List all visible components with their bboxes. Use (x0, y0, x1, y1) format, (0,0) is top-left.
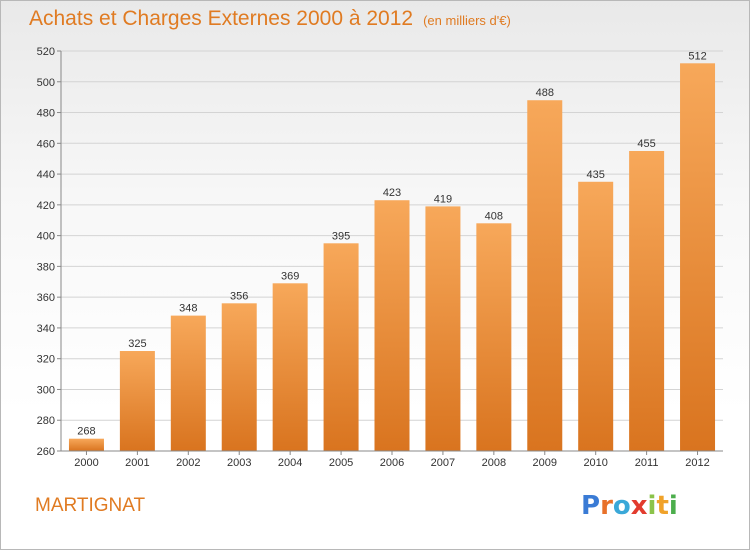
logo-letter: i (668, 491, 678, 521)
x-tick-label: 2004 (278, 457, 302, 469)
data-label: 325 (128, 338, 146, 350)
y-axis: 260 280 300 320 340 360 380 400 420 440 460 480 500 5… (37, 46, 62, 458)
x-tick-label: 2003 (227, 457, 251, 469)
x-tick-label: 2010 (583, 457, 607, 469)
data-label: 512 (688, 50, 706, 62)
logo-letter: i (647, 491, 657, 521)
data-label: 356 (230, 290, 248, 302)
x-tick-label: 2011 (635, 457, 659, 469)
data-label: 435 (587, 169, 605, 181)
y-tick-label: 480 (37, 108, 55, 120)
logo-letter: P (581, 491, 601, 521)
chart-title: Achats et Charges Externes 2000 à 2012 (e… (29, 7, 511, 31)
bar (527, 100, 563, 451)
bar (119, 351, 155, 451)
y-tick-label: 380 (37, 261, 55, 273)
x-tick-label: 2009 (533, 457, 557, 469)
x-axis: 2000 2001 2002 2003 2004 2005 2006 2007 2008 2009… (61, 450, 723, 469)
logo-letter: r (600, 491, 613, 521)
data-label: 488 (536, 87, 554, 99)
bar (425, 206, 461, 451)
bar (476, 223, 512, 451)
y-tick-label: 300 (37, 384, 55, 396)
x-tick-label: 2007 (431, 457, 455, 469)
x-tick-label: 2002 (176, 457, 200, 469)
data-label: 408 (485, 210, 503, 222)
y-tick-label: 340 (37, 323, 55, 335)
x-tick-label: 2006 (380, 457, 404, 469)
bar (680, 63, 716, 452)
y-tick-label: 360 (37, 292, 55, 304)
logo-letter: t (656, 491, 669, 521)
y-tick-label: 260 (37, 446, 55, 458)
place-name: MARTIGNAT (35, 495, 146, 516)
bar (221, 303, 257, 451)
x-tick-label: 2008 (482, 457, 506, 469)
data-label: 423 (383, 187, 401, 199)
bar (578, 181, 614, 451)
bars: 268 325 348 356 369 395 423 419 408 488 435 455 512 (68, 50, 716, 452)
bar (272, 283, 308, 451)
data-label: 268 (77, 426, 95, 438)
data-label: 348 (179, 303, 197, 315)
bar (323, 243, 359, 451)
bar (629, 151, 665, 451)
bar (170, 315, 206, 451)
x-tick-label: 2012 (685, 457, 709, 469)
bar (68, 438, 104, 451)
y-tick-label: 500 (37, 77, 55, 89)
y-tick-label: 520 (37, 46, 55, 58)
y-tick-label: 420 (37, 200, 55, 212)
x-tick-label: 2005 (329, 457, 353, 469)
y-tick-label: 460 (37, 138, 55, 150)
y-tick-label: 280 (37, 415, 55, 427)
data-label: 455 (637, 138, 655, 150)
y-tick-label: 440 (37, 169, 55, 181)
y-tick-label: 320 (37, 354, 55, 366)
proxiti-logo[interactable]: Proxiti (581, 491, 678, 521)
title-unit: (en milliers d'€) (423, 13, 511, 28)
title-text: Achats et Charges Externes 2000 à 2012 (29, 7, 414, 30)
data-label: 395 (332, 230, 350, 242)
logo-letter: o (612, 491, 631, 521)
bar-chart: 260 280 300 320 340 360 380 400 420 440 460 480 500 5… (37, 46, 723, 469)
y-tick-label: 400 (37, 231, 55, 243)
data-label: 419 (434, 193, 452, 205)
bar (374, 200, 410, 451)
logo-letter: x (630, 491, 648, 521)
data-label: 369 (281, 270, 299, 282)
x-tick-label: 2000 (74, 457, 98, 469)
x-tick-label: 2001 (125, 457, 149, 469)
